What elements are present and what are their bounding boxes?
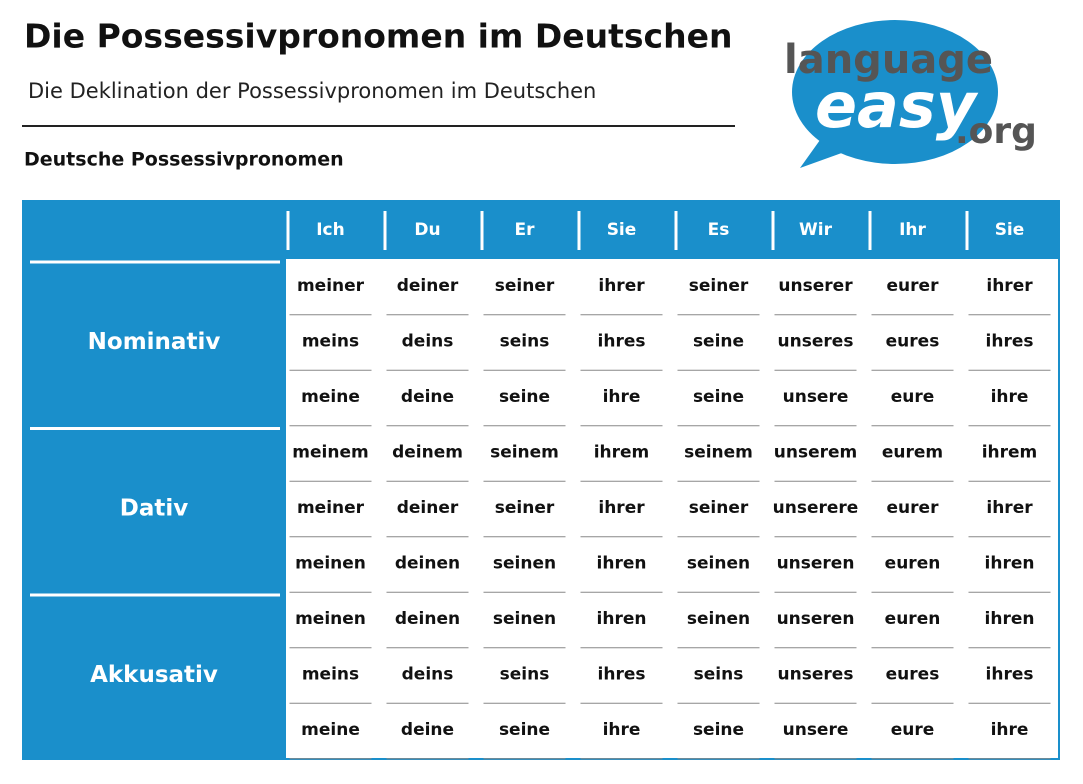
column-header: Ich [316, 220, 345, 240]
cell: seinem [684, 442, 753, 462]
cell: meinen [295, 553, 366, 573]
cell: unseres [778, 331, 854, 351]
group-label: Nominativ [88, 329, 221, 355]
cell: seiner [689, 276, 749, 296]
cell: ihre [603, 387, 641, 407]
cell: seiner [495, 498, 555, 518]
cell: seiner [495, 276, 555, 296]
column-header: Ihr [899, 220, 926, 240]
logo-suffix: .org [955, 111, 1037, 152]
cell: ihren [597, 609, 647, 629]
cell: ihren [597, 553, 647, 573]
cell: seiner [689, 498, 749, 518]
cell: meiner [297, 276, 365, 296]
cell: ihrem [594, 442, 650, 462]
cell: unserere [773, 498, 859, 518]
cell: eure [891, 387, 935, 407]
cell: ihrer [986, 276, 1033, 296]
cell: eurem [882, 442, 943, 462]
column-header: Sie [995, 220, 1025, 240]
cell: deinen [395, 553, 460, 573]
cell: seine [499, 720, 550, 740]
cell: seine [499, 387, 550, 407]
cell: seins [694, 664, 744, 684]
cell: meinem [292, 442, 368, 462]
cell: seinen [493, 553, 556, 573]
cell: ihre [991, 387, 1029, 407]
cell: meine [301, 720, 360, 740]
cell: seinen [493, 609, 556, 629]
logo-tail [800, 140, 850, 168]
column-header: Er [515, 220, 536, 240]
group-label: Akkusativ [90, 662, 218, 688]
cell: deinen [395, 609, 460, 629]
cell: ihrer [598, 498, 645, 518]
cell: deine [401, 387, 454, 407]
table-body [286, 259, 1058, 758]
column-header: Wir [799, 220, 833, 240]
cell: unserem [774, 442, 857, 462]
logo: language easy .org [784, 20, 1037, 168]
cell: deins [402, 331, 454, 351]
cell: ihre [603, 720, 641, 740]
title: Die Possessivpronomen im Deutschen [24, 17, 733, 56]
cell: ihre [991, 720, 1029, 740]
cell: ihrem [982, 442, 1038, 462]
cell: deins [402, 664, 454, 684]
cell: ihres [986, 331, 1034, 351]
cell: euren [885, 553, 941, 573]
cell: ihres [598, 331, 646, 351]
cell: unseres [778, 664, 854, 684]
cell: meinen [295, 609, 366, 629]
cell: ihrer [986, 498, 1033, 518]
cell: euren [885, 609, 941, 629]
cell: ihres [986, 664, 1034, 684]
cell: seinem [490, 442, 559, 462]
cell: seine [693, 331, 744, 351]
cell: ihres [598, 664, 646, 684]
cell: meins [302, 331, 359, 351]
cell: ihrer [598, 276, 645, 296]
column-header: Sie [607, 220, 637, 240]
cell: deine [401, 720, 454, 740]
section-title: Deutsche Possessivpronomen [24, 149, 344, 171]
logo-bubble [792, 20, 998, 164]
cell: unseren [777, 553, 855, 573]
cell: unserer [778, 276, 853, 296]
group-label: Dativ [120, 495, 188, 521]
cell: ihren [985, 609, 1035, 629]
table: Ich Du Er Sie Es Wir Ihr Sie Nominativ meiner dein… [30, 211, 1051, 760]
cell: eures [886, 664, 940, 684]
cell: seine [693, 387, 744, 407]
cell: deinem [392, 442, 463, 462]
cell: ihren [985, 553, 1035, 573]
cell: seins [500, 664, 550, 684]
cell: meins [302, 664, 359, 684]
logo-middle: easy [815, 69, 979, 142]
column-header: Es [708, 220, 730, 240]
cell: meiner [297, 498, 365, 518]
cell: meine [301, 387, 360, 407]
cell: eure [891, 720, 935, 740]
cell: unseren [777, 609, 855, 629]
cell: seinen [687, 553, 750, 573]
subtitle: Die Deklination der Possessivpronomen im… [28, 79, 596, 103]
cell: unsere [783, 387, 849, 407]
logo-top: language [784, 37, 993, 83]
cell: seine [693, 720, 744, 740]
cell: eurer [887, 276, 940, 296]
cell: eurer [887, 498, 940, 518]
cell: seinen [687, 609, 750, 629]
cell: eures [886, 331, 940, 351]
cell: seins [500, 331, 550, 351]
cell: deiner [397, 498, 459, 518]
column-header: Du [414, 220, 440, 240]
cell: unsere [783, 720, 849, 740]
cell: deiner [397, 276, 459, 296]
